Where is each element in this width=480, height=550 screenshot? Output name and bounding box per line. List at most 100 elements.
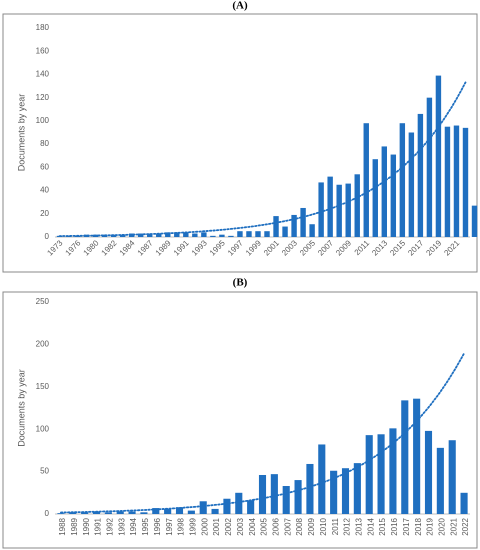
x-tick-label: 2017 bbox=[402, 517, 411, 535]
bar bbox=[258, 474, 267, 514]
bar bbox=[165, 232, 171, 237]
bar bbox=[164, 508, 172, 514]
y-tick-label: 80 bbox=[40, 139, 49, 148]
x-tick-label: 2014 bbox=[366, 517, 375, 535]
bar bbox=[128, 511, 136, 514]
x-tick-label: 1988 bbox=[58, 517, 67, 535]
x-tick-label: 2009 bbox=[334, 238, 353, 257]
y-tick-label: 200 bbox=[36, 340, 50, 349]
y-tick-label: 250 bbox=[36, 297, 50, 306]
trendline bbox=[60, 352, 465, 514]
x-tick-label: 2019 bbox=[424, 238, 443, 257]
y-tick-label: 100 bbox=[36, 424, 50, 433]
y-tick-label: 50 bbox=[40, 467, 49, 476]
x-tick-label: 2013 bbox=[370, 238, 389, 257]
panel-border bbox=[2, 13, 478, 273]
x-tick-label: 1995 bbox=[141, 517, 150, 535]
bar bbox=[408, 132, 415, 237]
bar bbox=[424, 430, 433, 514]
bar bbox=[246, 231, 252, 237]
x-tick-label: 2010 bbox=[319, 517, 328, 535]
bar bbox=[389, 428, 397, 514]
bar bbox=[306, 463, 314, 514]
x-tick-label: 2021 bbox=[449, 517, 458, 535]
x-tick-label: 2000 bbox=[200, 517, 209, 535]
x-tick-label: 1992 bbox=[105, 517, 114, 535]
bar bbox=[318, 182, 324, 237]
bar bbox=[199, 501, 207, 514]
x-tick-label: 1999 bbox=[244, 238, 263, 257]
bar bbox=[174, 232, 180, 237]
x-tick-label: 1989 bbox=[70, 517, 79, 535]
bar bbox=[381, 146, 387, 237]
bar bbox=[273, 216, 279, 237]
bar bbox=[448, 440, 456, 514]
bar bbox=[119, 234, 126, 237]
bar bbox=[363, 123, 369, 237]
x-tick-label: 2022 bbox=[461, 517, 470, 535]
bar bbox=[435, 75, 442, 237]
bar bbox=[413, 398, 421, 514]
x-tick-label: 1995 bbox=[208, 238, 227, 257]
bar bbox=[460, 492, 468, 514]
bar bbox=[57, 513, 65, 514]
x-tick-label: 2005 bbox=[298, 238, 317, 257]
bar bbox=[309, 224, 315, 237]
bar bbox=[147, 233, 153, 237]
bar bbox=[69, 512, 77, 514]
y-tick-label: 100 bbox=[36, 116, 50, 125]
bar bbox=[228, 235, 234, 237]
bar bbox=[116, 511, 124, 514]
x-tick-label: 1976 bbox=[64, 238, 83, 257]
bar bbox=[282, 486, 290, 514]
bar bbox=[417, 113, 424, 237]
x-tick-label: 1999 bbox=[188, 517, 197, 535]
bar bbox=[156, 233, 162, 237]
y-tick-label: 60 bbox=[40, 162, 49, 171]
y-tick-label: 0 bbox=[45, 232, 50, 241]
bar bbox=[237, 231, 243, 237]
x-tick-label: 1997 bbox=[226, 238, 245, 257]
bar bbox=[330, 470, 338, 514]
bar bbox=[462, 127, 469, 237]
bar bbox=[390, 154, 397, 237]
x-tick-label: 2009 bbox=[307, 517, 316, 535]
panel-border bbox=[2, 291, 478, 549]
bar bbox=[247, 500, 255, 514]
x-tick-label: 2012 bbox=[343, 517, 352, 535]
y-tick-label: 120 bbox=[36, 93, 50, 102]
chart-title: (A) bbox=[232, 0, 248, 12]
bar bbox=[399, 123, 406, 237]
bar bbox=[471, 205, 478, 237]
y-tick-label: 40 bbox=[40, 186, 49, 195]
x-tick-label: 1980 bbox=[82, 238, 101, 257]
bar bbox=[255, 231, 261, 237]
x-tick-label: 2006 bbox=[271, 517, 280, 535]
y-tick-label: 180 bbox=[36, 23, 50, 32]
x-tick-label: 1991 bbox=[172, 238, 191, 257]
bar bbox=[140, 512, 148, 514]
bar bbox=[354, 174, 360, 237]
bar bbox=[300, 207, 306, 237]
x-tick-label: 1982 bbox=[100, 238, 119, 257]
bar bbox=[426, 97, 433, 238]
trendline bbox=[58, 81, 467, 237]
bar bbox=[235, 492, 243, 514]
bar bbox=[345, 183, 351, 237]
y-tick-label: 140 bbox=[36, 70, 50, 79]
bar bbox=[175, 507, 184, 514]
x-tick-label: 2005 bbox=[260, 517, 269, 535]
y-axis-label: Documents by year bbox=[16, 369, 26, 447]
bar bbox=[318, 444, 326, 514]
bar bbox=[183, 232, 189, 237]
x-tick-label: 1994 bbox=[129, 517, 138, 535]
x-tick-label: 2013 bbox=[354, 517, 363, 535]
y-tick-label: 150 bbox=[36, 382, 50, 391]
x-tick-label: 1997 bbox=[165, 517, 174, 535]
x-tick-label: 2003 bbox=[280, 238, 299, 257]
x-tick-label: 1991 bbox=[94, 517, 103, 535]
bar bbox=[453, 125, 460, 237]
bar bbox=[401, 400, 409, 514]
bar bbox=[192, 233, 198, 237]
x-tick-label: 2020 bbox=[437, 517, 446, 535]
